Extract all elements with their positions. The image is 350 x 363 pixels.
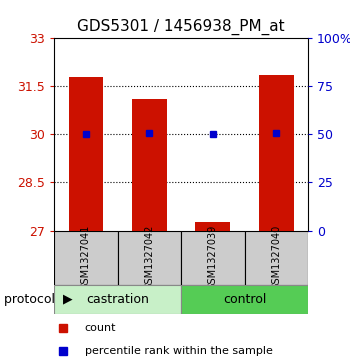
- Text: count: count: [85, 323, 116, 333]
- Bar: [181, 231, 245, 285]
- Bar: [181, 285, 308, 314]
- Text: castration: castration: [86, 293, 149, 306]
- Text: GSM1327042: GSM1327042: [145, 225, 154, 290]
- Text: protocol  ▶: protocol ▶: [4, 293, 72, 306]
- Bar: [245, 231, 308, 285]
- Text: GSM1327039: GSM1327039: [208, 225, 218, 290]
- Text: GSM1327040: GSM1327040: [271, 225, 281, 290]
- Title: GDS5301 / 1456938_PM_at: GDS5301 / 1456938_PM_at: [77, 19, 285, 35]
- Text: GSM1327041: GSM1327041: [81, 225, 91, 290]
- Text: control: control: [223, 293, 266, 306]
- Bar: [132, 99, 167, 231]
- Bar: [259, 75, 294, 231]
- Bar: [54, 285, 181, 314]
- Text: percentile rank within the sample: percentile rank within the sample: [85, 346, 273, 356]
- Bar: [69, 77, 103, 231]
- Bar: [54, 231, 118, 285]
- Bar: [195, 223, 230, 231]
- Bar: [118, 231, 181, 285]
